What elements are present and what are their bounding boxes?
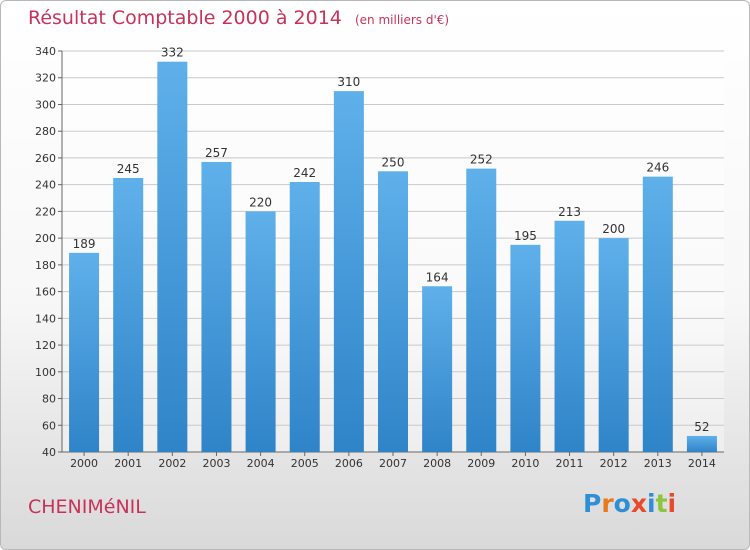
y-tick-label: 80 [42, 393, 56, 406]
data-label: 252 [470, 153, 493, 167]
y-tick-label: 240 [35, 179, 56, 192]
x-tick-label: 2005 [291, 457, 319, 470]
data-label: 250 [382, 155, 405, 169]
bar [377, 171, 409, 453]
bar [554, 220, 585, 452]
bar [333, 91, 364, 452]
x-tick-label: 2007 [379, 457, 407, 470]
logo-letter: r [601, 489, 614, 518]
logo-letter: x [630, 489, 647, 518]
chart-title: Résultat Comptable 2000 à 2014 (en milli… [28, 7, 449, 29]
logo-letter: P [583, 489, 602, 518]
data-label: 257 [205, 146, 228, 160]
proxiti-logo: Proxiti [583, 489, 676, 518]
logo-letter: i [647, 489, 656, 518]
bar [245, 211, 276, 452]
y-tick-label: 40 [42, 446, 56, 459]
bar [201, 161, 232, 452]
y-tick-label: 160 [35, 286, 56, 299]
x-tick-label: 2000 [70, 457, 98, 470]
x-tick-label: 2011 [556, 457, 584, 470]
bar [422, 286, 453, 452]
data-label: 245 [117, 162, 140, 176]
y-tick-label: 60 [42, 419, 56, 432]
x-tick-label: 2001 [114, 457, 142, 470]
data-label: 200 [602, 222, 625, 236]
commune-name: CHENIMéNIL [28, 496, 146, 518]
x-tick-label: 2012 [600, 457, 628, 470]
data-label: 242 [293, 166, 316, 180]
data-label: 213 [558, 205, 581, 219]
y-tick-label: 140 [35, 312, 56, 325]
chart-title-main: Résultat Comptable 2000 à 2014 [28, 7, 342, 29]
bar [598, 238, 629, 452]
data-label: 220 [249, 195, 272, 209]
logo-letter: o [613, 489, 631, 518]
x-tick-label: 2002 [158, 457, 186, 470]
bar [510, 244, 541, 452]
x-tick-label: 2003 [202, 457, 230, 470]
x-tick-label: 2004 [247, 457, 275, 470]
y-tick-label: 200 [35, 232, 56, 245]
data-label: 246 [646, 161, 669, 175]
y-tick-label: 280 [35, 125, 56, 138]
y-tick-label: 260 [35, 152, 56, 165]
x-tick-label: 2010 [511, 457, 539, 470]
bar [289, 181, 320, 452]
y-tick-label: 120 [35, 339, 56, 352]
x-tick-label: 2013 [644, 457, 672, 470]
y-tick-label: 180 [35, 259, 56, 272]
bar [157, 61, 188, 453]
bar [113, 177, 144, 452]
data-label: 332 [161, 46, 184, 60]
bar [466, 168, 497, 453]
bar [69, 252, 100, 452]
bar [642, 176, 673, 452]
data-label: 189 [73, 237, 96, 251]
y-tick-label: 100 [35, 366, 56, 379]
y-tick-label: 340 [35, 45, 56, 58]
x-tick-label: 2014 [688, 457, 716, 470]
data-label: 195 [514, 229, 537, 243]
data-label: 164 [426, 270, 449, 284]
x-tick-label: 2006 [335, 457, 363, 470]
logo-letter: i [667, 489, 677, 518]
bar [686, 435, 717, 452]
x-tick-label: 2009 [467, 457, 495, 470]
x-tick-label: 2008 [423, 457, 451, 470]
chart-title-unit: (en milliers d'€) [354, 13, 450, 27]
data-label: 52 [694, 420, 709, 434]
y-tick-label: 300 [35, 98, 56, 111]
data-label: 310 [337, 75, 360, 89]
y-tick-label: 320 [35, 72, 56, 85]
y-tick-label: 220 [35, 205, 56, 218]
logo-letter: t [655, 489, 668, 518]
